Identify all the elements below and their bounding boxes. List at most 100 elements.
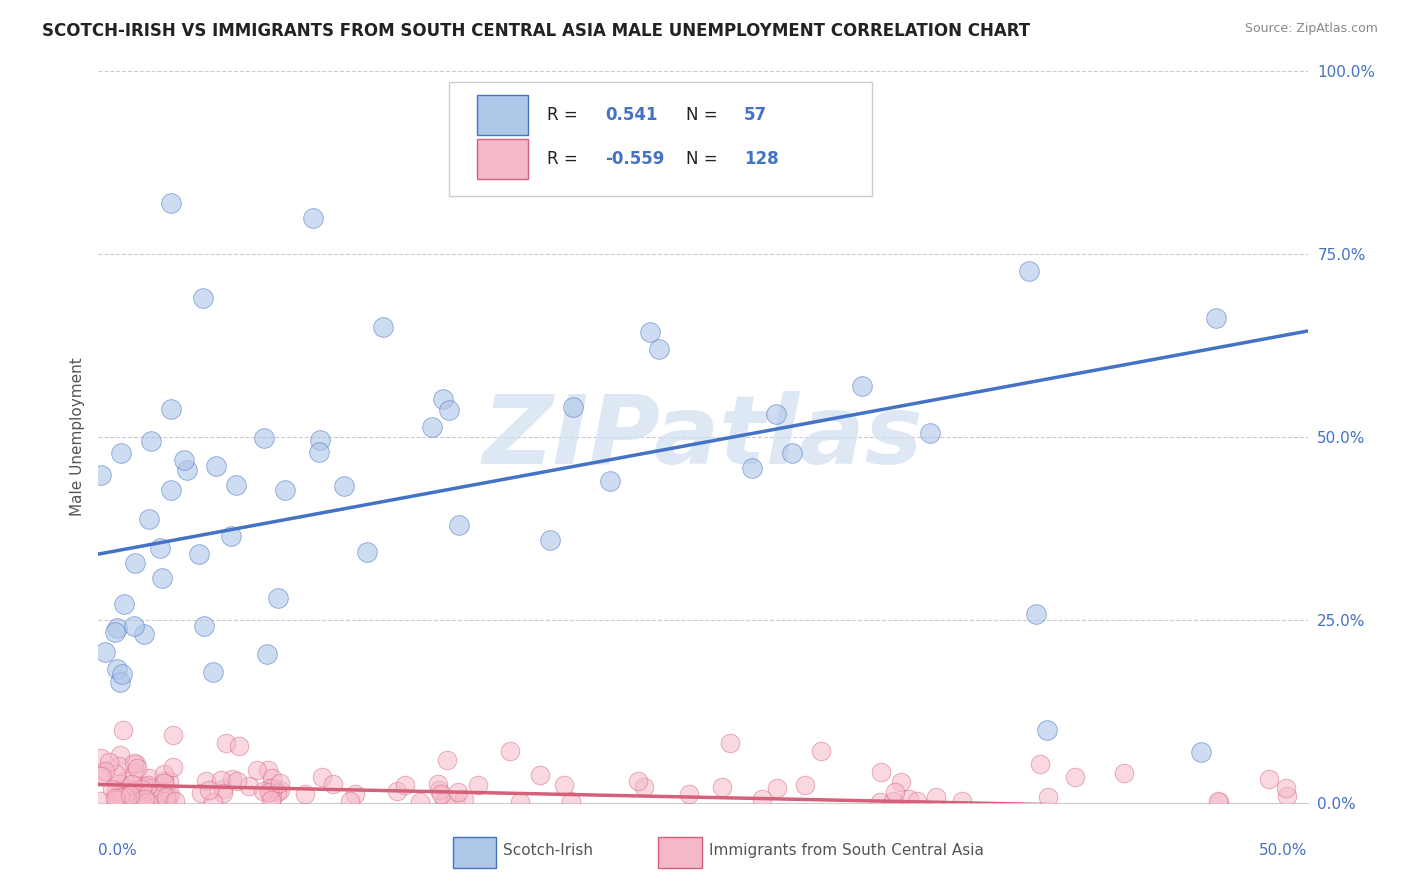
Text: Scotch-Irish: Scotch-Irish: [503, 843, 593, 858]
Text: 50.0%: 50.0%: [1260, 843, 1308, 858]
Point: [925, 789, 948, 804]
Point: [373, 320, 395, 334]
Point: [131, 782, 153, 797]
Text: N =: N =: [686, 106, 723, 124]
Point: [302, 211, 325, 226]
Y-axis label: Male Unemployment: Male Unemployment: [69, 358, 84, 516]
Point: [111, 667, 134, 681]
Point: [274, 483, 297, 497]
Point: [851, 378, 873, 392]
Point: [153, 766, 176, 780]
Point: [245, 763, 267, 777]
Point: [136, 780, 159, 794]
Point: [150, 571, 173, 585]
Point: [1205, 310, 1227, 325]
Point: [160, 483, 183, 497]
Point: [163, 793, 186, 807]
Point: [194, 774, 217, 789]
Point: [638, 325, 661, 339]
Point: [950, 794, 973, 808]
Point: [267, 591, 290, 605]
Point: [104, 766, 127, 780]
Point: [1258, 772, 1281, 786]
Point: [111, 793, 134, 807]
Point: [432, 392, 454, 406]
Point: [127, 761, 149, 775]
Point: [209, 772, 232, 787]
Point: [1206, 793, 1229, 807]
Point: [157, 773, 180, 788]
Point: [882, 794, 904, 808]
Point: [1025, 607, 1047, 622]
Text: SCOTCH-IRISH VS IMMIGRANTS FROM SOUTH CENTRAL ASIA MALE UNEMPLOYMENT CORRELATION: SCOTCH-IRISH VS IMMIGRANTS FROM SOUTH CE…: [42, 22, 1031, 40]
Point: [897, 792, 920, 806]
Point: [132, 627, 155, 641]
Point: [678, 787, 700, 801]
Point: [648, 342, 671, 356]
Point: [97, 756, 120, 770]
Point: [110, 748, 132, 763]
Point: [560, 794, 582, 808]
Point: [105, 621, 128, 635]
Point: [1036, 789, 1059, 804]
Point: [111, 782, 134, 797]
Point: [444, 794, 467, 808]
Point: [201, 795, 224, 809]
Point: [141, 781, 163, 796]
Point: [105, 789, 128, 804]
Point: [131, 781, 153, 796]
Point: [869, 795, 891, 809]
Point: [260, 772, 283, 786]
Text: Immigrants from South Central Asia: Immigrants from South Central Asia: [709, 843, 984, 858]
Text: 57: 57: [744, 106, 768, 124]
Point: [190, 786, 212, 800]
Point: [447, 518, 470, 533]
Point: [90, 751, 112, 765]
Point: [499, 744, 522, 758]
Point: [710, 780, 733, 794]
Point: [794, 778, 817, 792]
Point: [1112, 766, 1135, 780]
Point: [159, 196, 181, 211]
Text: Source: ZipAtlas.com: Source: ZipAtlas.com: [1244, 22, 1378, 36]
Point: [427, 777, 450, 791]
Point: [599, 474, 621, 488]
Point: [114, 789, 136, 803]
Point: [134, 795, 156, 809]
Text: 0.0%: 0.0%: [98, 843, 138, 858]
Point: [385, 784, 408, 798]
Text: ZIPatlas: ZIPatlas: [482, 391, 924, 483]
Point: [94, 645, 117, 659]
Point: [90, 468, 112, 483]
Point: [129, 791, 152, 805]
Point: [136, 795, 159, 809]
Point: [112, 597, 135, 611]
Point: [134, 792, 156, 806]
Point: [198, 783, 221, 797]
Point: [343, 787, 366, 801]
Point: [108, 759, 131, 773]
Point: [153, 776, 176, 790]
Point: [453, 792, 475, 806]
Point: [104, 624, 127, 639]
Point: [110, 790, 132, 805]
Point: [94, 764, 117, 779]
Point: [311, 770, 333, 784]
Point: [751, 792, 773, 806]
Point: [125, 757, 148, 772]
Point: [188, 547, 211, 561]
Point: [156, 793, 179, 807]
Point: [252, 784, 274, 798]
Point: [810, 744, 832, 758]
Point: [538, 533, 561, 547]
Point: [1274, 781, 1296, 796]
FancyBboxPatch shape: [453, 838, 496, 868]
Point: [467, 778, 489, 792]
Point: [447, 784, 470, 798]
Point: [155, 789, 177, 804]
Point: [221, 772, 243, 786]
Point: [333, 479, 356, 493]
Point: [309, 433, 332, 447]
Point: [890, 774, 912, 789]
Point: [114, 774, 136, 789]
